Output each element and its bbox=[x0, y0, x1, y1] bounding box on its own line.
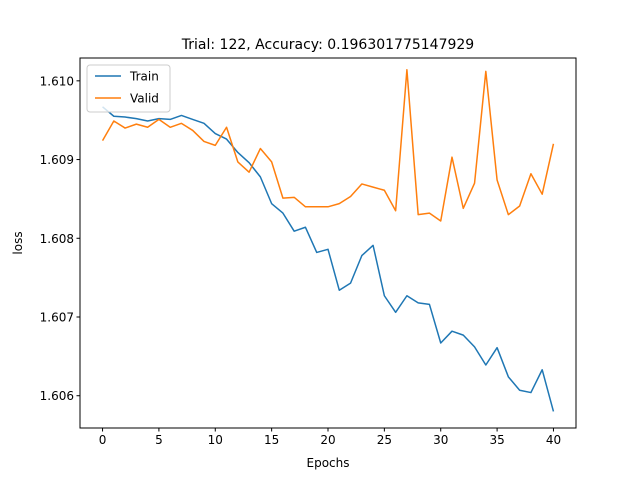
x-tick-label: 20 bbox=[320, 433, 335, 447]
legend-label-valid: Valid bbox=[130, 92, 159, 106]
y-tick-label: 1.610 bbox=[40, 74, 74, 88]
series-line-valid bbox=[101, 69, 555, 222]
chart-title: Trial: 122, Accuracy: 0.196301775147929 bbox=[181, 37, 474, 53]
y-axis-label: loss bbox=[11, 231, 25, 254]
x-tick-label: 10 bbox=[208, 433, 223, 447]
series-line-train bbox=[102, 106, 555, 412]
x-tick-label: 25 bbox=[377, 433, 392, 447]
legend: Train Valid bbox=[86, 64, 171, 113]
x-tick-label: 35 bbox=[489, 433, 504, 447]
x-tick-label: 15 bbox=[264, 433, 279, 447]
x-tick-label: 0 bbox=[99, 433, 107, 447]
plot-frame bbox=[79, 57, 577, 429]
x-tick-label: 5 bbox=[155, 433, 163, 447]
x-axis-label: Epochs bbox=[307, 456, 350, 470]
y-tick-label: 1.606 bbox=[40, 389, 74, 403]
y-tick-label: 1.607 bbox=[40, 311, 74, 325]
x-tick-label: 40 bbox=[546, 433, 561, 447]
x-tick-label: 30 bbox=[433, 433, 448, 447]
y-tick-label: 1.608 bbox=[40, 232, 74, 246]
legend-label-train: Train bbox=[129, 70, 159, 84]
ticks-layer: 0 5 10 15 20 25 30 35 40 1.606 1.607 1.608 1.609 1.61… bbox=[40, 74, 561, 447]
series-layer bbox=[101, 69, 555, 412]
y-tick-label: 1.609 bbox=[40, 153, 74, 167]
